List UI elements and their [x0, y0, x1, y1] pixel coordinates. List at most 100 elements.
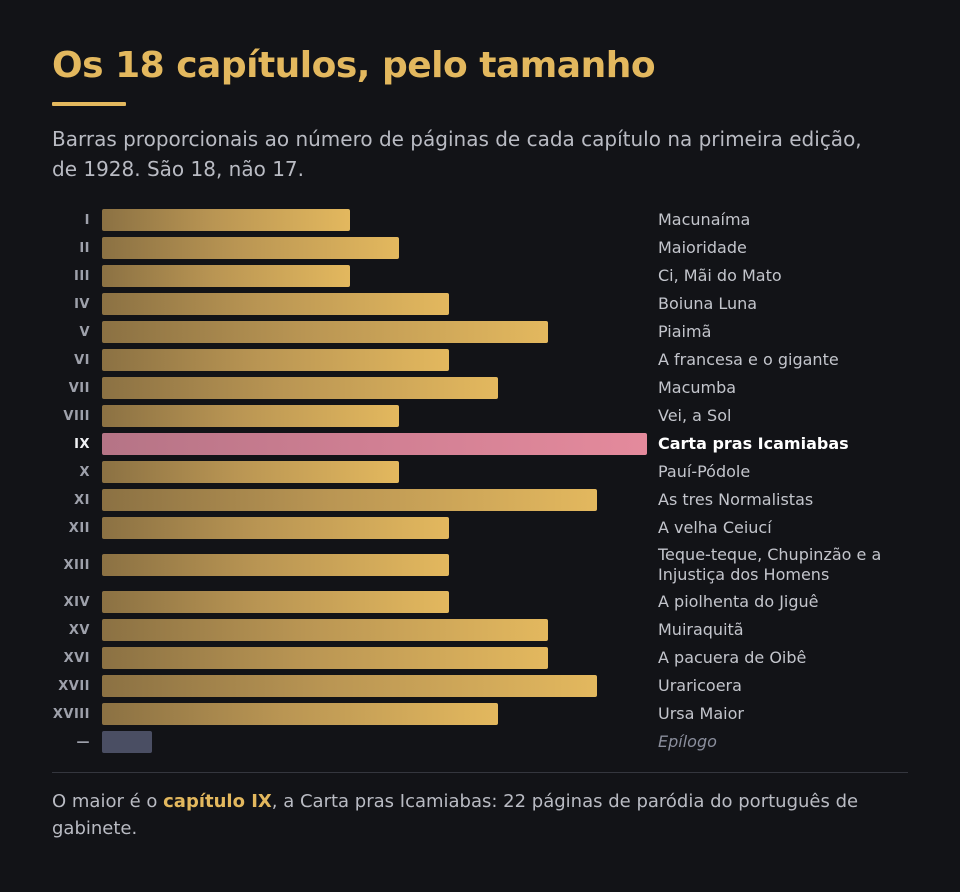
- chapter-title: Macumba: [658, 378, 737, 397]
- chapter-bar: [102, 517, 449, 539]
- chart-row: XIII Teque-teque, Chupinzão e a Injustiça…: [52, 542, 908, 588]
- chapter-bar: [102, 293, 449, 315]
- bar-track: [102, 433, 647, 455]
- chapter-bar: [102, 349, 449, 371]
- chapter-numeral: XVI: [63, 650, 90, 666]
- chapter-bar: [102, 461, 399, 483]
- chart-row: III Ci, Mãi do Mato: [52, 262, 908, 290]
- title-underline: [52, 102, 126, 106]
- bar-track: [102, 619, 647, 641]
- footnote: O maior é o capítulo IX, a Carta pras Ic…: [52, 788, 908, 842]
- chapter-numeral: VIII: [63, 408, 90, 424]
- chapter-numeral: II: [79, 240, 90, 256]
- chapter-title: Ci, Mãi do Mato: [658, 266, 782, 285]
- bar-track: [102, 591, 647, 613]
- chapter-numeral: V: [79, 324, 90, 340]
- chart-row: XVII Uraricoera: [52, 672, 908, 700]
- chapter-bar: [102, 731, 152, 753]
- chapter-bar: [102, 433, 647, 455]
- bar-track: [102, 675, 647, 697]
- bar-track: [102, 461, 647, 483]
- chart-row: XVIII Ursa Maior: [52, 700, 908, 728]
- chart-row: XII A velha Ceiucí: [52, 514, 908, 542]
- bar-track: [102, 489, 647, 511]
- chapter-bar: [102, 619, 548, 641]
- chapter-numeral: XVIII: [52, 706, 90, 722]
- chapter-numeral: I: [84, 212, 90, 228]
- bar-track: [102, 321, 647, 343]
- bar-track: [102, 703, 647, 725]
- bar-track: [102, 209, 647, 231]
- chapter-numeral: IV: [74, 296, 90, 312]
- chart-row: VIII Vei, a Sol: [52, 402, 908, 430]
- chapter-title: Teque-teque, Chupinzão e a Injustiça dos…: [658, 545, 882, 584]
- chapter-bar: [102, 489, 597, 511]
- chapter-title: Ursa Maior: [658, 704, 744, 723]
- chapter-title: Piaimã: [658, 322, 712, 341]
- bar-track: [102, 647, 647, 669]
- chapter-bar: [102, 321, 548, 343]
- chart-row: VII Macumba: [52, 374, 908, 402]
- chapter-numeral: XI: [74, 492, 90, 508]
- chapter-numeral: X: [79, 464, 90, 480]
- chapter-bar: [102, 237, 399, 259]
- chapter-bar: [102, 265, 350, 287]
- chapter-numeral: XVII: [58, 678, 90, 694]
- chapter-title: A piolhenta do Jiguê: [658, 592, 819, 611]
- chapter-title: Maioridade: [658, 238, 747, 257]
- chart-row: IX Carta pras Icamiabas: [52, 430, 908, 458]
- chapter-bar: [102, 209, 350, 231]
- chart-title: Os 18 capítulos, pelo tamanho: [52, 45, 656, 86]
- chart-row: X Pauí-Pódole: [52, 458, 908, 486]
- chapter-title: Carta pras Icamiabas: [658, 434, 849, 453]
- chapter-title: A francesa e o gigante: [658, 350, 839, 369]
- chart-row: IV Boiuna Luna: [52, 290, 908, 318]
- chapter-numeral: XIII: [63, 557, 90, 573]
- chapter-bar: [102, 405, 399, 427]
- chapter-bar: [102, 591, 449, 613]
- bar-track: [102, 349, 647, 371]
- chapter-bar: [102, 703, 498, 725]
- chart-row: XIV A piolhenta do Jiguê: [52, 588, 908, 616]
- bar-track: [102, 377, 647, 399]
- footnote-pre: O maior é o: [52, 791, 164, 812]
- divider: [52, 772, 908, 773]
- chapter-title: Macunaíma: [658, 210, 751, 229]
- chapter-numeral: IX: [74, 436, 90, 452]
- chart-row: XVI A pacuera de Oibê: [52, 644, 908, 672]
- chart-row: II Maioridade: [52, 234, 908, 262]
- chapter-title: Boiuna Luna: [658, 294, 758, 313]
- chart-row: I Macunaíma: [52, 206, 908, 234]
- chapter-title: Vei, a Sol: [658, 406, 732, 425]
- chapter-bar: [102, 554, 449, 576]
- chapter-title: A pacuera de Oibê: [658, 648, 807, 667]
- chapter-bar: [102, 675, 597, 697]
- chapter-numeral: III: [73, 268, 90, 284]
- bar-track: [102, 237, 647, 259]
- bar-track: [102, 405, 647, 427]
- chart-row: — Epílogo: [52, 728, 908, 756]
- bar-track: [102, 293, 647, 315]
- chapter-numeral: XIV: [63, 594, 90, 610]
- chart-subtitle: Barras proporcionais ao número de página…: [52, 127, 862, 181]
- chart-row: XI As tres Normalistas: [52, 486, 908, 514]
- footnote-post: , a Carta pras Icamiabas: 22 páginas de …: [52, 791, 859, 839]
- bar-chart: I Macunaíma II Maioridade III Ci, Mãi do Mato…: [52, 206, 908, 756]
- chapter-title: Uraricoera: [658, 676, 742, 695]
- chart-row: VI A francesa e o gigante: [52, 346, 908, 374]
- chapter-bar: [102, 647, 548, 669]
- chapter-title: Muiraquitã: [658, 620, 744, 639]
- chapter-title: Epílogo: [658, 732, 717, 751]
- bar-track: [102, 554, 647, 576]
- footnote-emphasis: capítulo IX: [163, 791, 272, 812]
- bar-track: [102, 265, 647, 287]
- chapter-numeral: XV: [68, 622, 90, 638]
- chapter-numeral: VI: [74, 352, 90, 368]
- chapter-title: As tres Normalistas: [658, 490, 814, 509]
- chapter-numeral: —: [76, 734, 90, 750]
- bar-track: [102, 731, 647, 753]
- chapter-numeral: XII: [68, 520, 90, 536]
- chapter-numeral: VII: [68, 380, 90, 396]
- chapter-title: A velha Ceiucí: [658, 518, 772, 537]
